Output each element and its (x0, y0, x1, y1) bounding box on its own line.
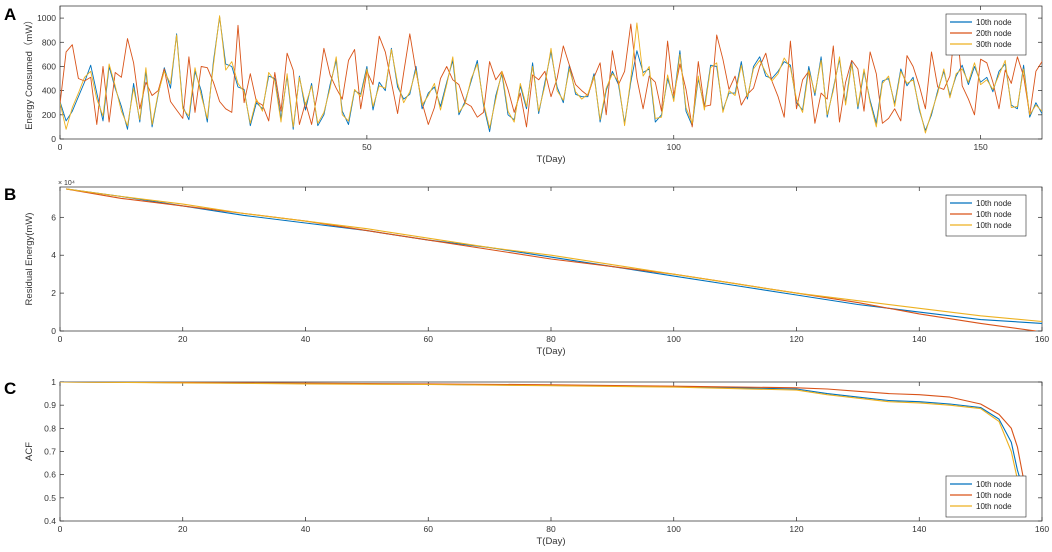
y-exponent-label: × 10⁴ (58, 180, 75, 187)
x-tick-label: 0 (58, 524, 63, 534)
y-tick-label: 200 (42, 110, 56, 120)
series-group (60, 15, 1042, 134)
y-axis-label: Residual Energy(mW) (24, 213, 35, 306)
x-tick-label: 80 (546, 334, 556, 344)
x-tick-label: 0 (58, 142, 63, 152)
plot-area (59, 381, 1043, 522)
chart-panel-b: B 0 20 40 60 80 100 120 140 160 0 2 4 6 × 10⁴ T(Day) Res… (4, 180, 1049, 357)
y-tick-label: 0.5 (44, 493, 56, 503)
legend-box (945, 194, 1027, 237)
y-tick-label: 400 (42, 86, 56, 96)
series-line-1 (66, 188, 1042, 324)
x-tick-label: 40 (301, 334, 311, 344)
panel-letter-a: A (4, 5, 16, 24)
x-tick-label: 120 (789, 334, 803, 344)
series-line-2 (60, 382, 1025, 480)
series-line-2 (66, 188, 1036, 331)
y-tick-label: 800 (42, 37, 56, 47)
legend-entry: 10th node (976, 221, 1012, 230)
y-tick-label: 6 (51, 212, 56, 222)
x-tick-label: 40 (301, 524, 311, 534)
x-tick-label: 160 (1035, 334, 1049, 344)
x-axis-label: T(Day) (536, 346, 565, 357)
y-tick-label: 600 (42, 61, 56, 71)
x-tick-label: 60 (424, 334, 434, 344)
y-tick-label: 0.4 (44, 516, 56, 526)
y-tick-label: 2 (51, 288, 56, 298)
legend-box (945, 13, 1027, 56)
y-tick-label: 0.9 (44, 400, 56, 410)
y-tick-label: 0 (51, 326, 56, 336)
x-tick-label: 150 (974, 142, 988, 152)
x-tick-label: 100 (667, 524, 681, 534)
series-line-3 (60, 15, 1042, 134)
legend-entry: 10th node (976, 491, 1012, 500)
x-axis-label: T(Day) (536, 154, 565, 165)
x-tick-label: 80 (546, 524, 556, 534)
legend-entry: 20th node (976, 29, 1012, 38)
x-tick-label: 60 (424, 524, 434, 534)
x-tick-label: 120 (789, 524, 803, 534)
legend: 10th node 10th node 10th node (945, 194, 1027, 237)
panel-letter-b: B (4, 185, 16, 204)
y-tick-label: 0 (51, 134, 56, 144)
series-group (60, 382, 1025, 501)
x-tick-label: 100 (667, 142, 681, 152)
legend-entry: 30th node (976, 40, 1012, 49)
x-tick-label: 140 (912, 524, 926, 534)
legend: 10th node 10th node 10th node (945, 475, 1027, 518)
legend-box (945, 475, 1027, 518)
chart-panel-a: A 0 50 100 150 0 200 400 600 800 1000 T(Day) Energy … (4, 5, 1043, 165)
y-tick-label: 1 (51, 377, 56, 387)
x-tick-label: 140 (912, 334, 926, 344)
y-tick-label: 0.7 (44, 447, 56, 457)
series-group (66, 188, 1042, 331)
legend-entry: 10th node (976, 210, 1012, 219)
series-line-3 (60, 382, 1025, 501)
y-tick-label: 0.8 (44, 423, 56, 433)
y-tick-label: 4 (51, 250, 56, 260)
x-tick-label: 20 (178, 334, 188, 344)
x-tick-label: 20 (178, 524, 188, 534)
legend-entry: 10th node (976, 18, 1012, 27)
legend: 10th node 20th node 30th node (945, 13, 1027, 56)
y-axis-label: Energy Consumed（mW） (23, 15, 35, 130)
legend-entry: 10th node (976, 502, 1012, 511)
x-tick-label: 100 (667, 334, 681, 344)
panel-letter-c: C (4, 379, 16, 398)
plot-area (59, 5, 1043, 140)
series-line-3 (66, 188, 1042, 323)
legend-entry: 10th node (976, 199, 1012, 208)
x-tick-label: 160 (1035, 524, 1049, 534)
series-line-2 (60, 16, 1042, 128)
chart-panel-c: C 0 20 40 60 80 100 120 140 160 0.4 0.5 0.6 0.7 0.8 0.9… (4, 377, 1049, 547)
y-tick-label: 1000 (37, 13, 56, 23)
x-tick-label: 50 (362, 142, 372, 152)
y-tick-label: 0.6 (44, 470, 56, 480)
x-tick-label: 0 (58, 334, 63, 344)
x-axis-label: T(Day) (536, 536, 565, 547)
y-axis-label: ACF (24, 442, 35, 461)
legend-entry: 10th node (976, 480, 1012, 489)
